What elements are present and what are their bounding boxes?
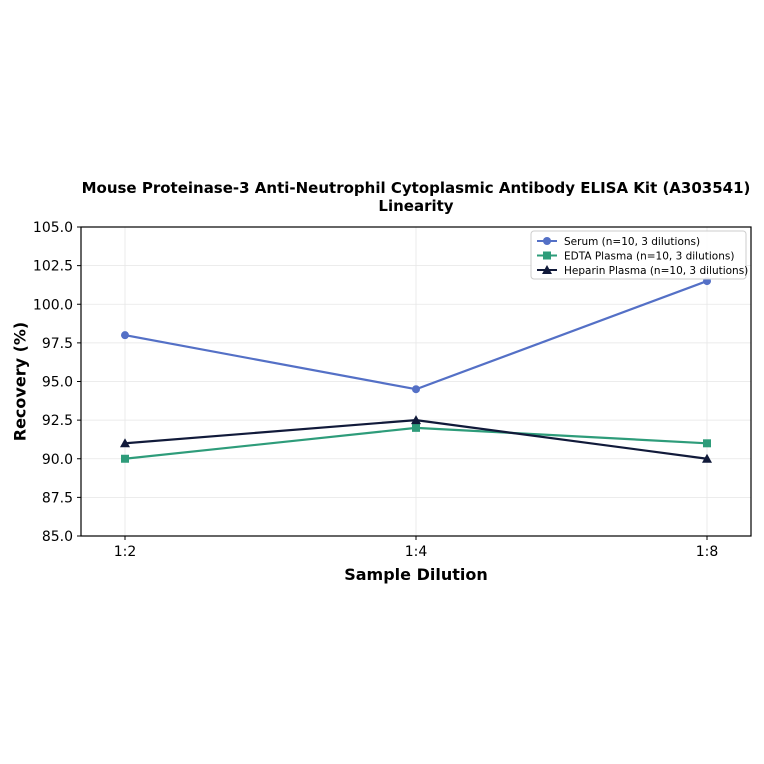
legend-label: EDTA Plasma (n=10, 3 dilutions) [564,251,734,263]
y-axis-ticks: 85.0 87.5 90.0 92.5 95.0 97.5 100.0 102.5 105.0 [33,220,81,545]
y-axis-label: Recovery (%) [11,322,30,441]
x-tick-label: 1:4 [405,544,428,560]
series-2 [120,415,712,463]
x-axis-label: Sample Dilution [344,565,488,584]
y-tick-label: 97.5 [42,336,73,352]
y-tick-label: 95.0 [42,375,73,391]
data-point [412,423,420,432]
x-tick-label: 1:8 [696,544,719,560]
series-layer [120,277,712,463]
y-tick-label: 100.0 [33,297,73,313]
y-tick-label: 102.5 [33,259,73,275]
y-tick-label: 105.0 [33,220,73,236]
series-1 [121,423,711,463]
x-axis-ticks: 1:2 1:4 1:8 [114,536,719,560]
legend-label: Heparin Plasma (n=10, 3 dilutions) [564,265,748,277]
data-point [120,438,130,448]
legend-swatch-marker [543,237,551,245]
data-point [702,453,712,463]
legend-entry-2: Heparin Plasma (n=10, 3 dilutions) [537,265,748,277]
data-point [703,439,711,448]
legend-swatch-marker [543,251,551,260]
data-point [412,385,420,394]
legend-swatch-marker [542,265,552,274]
legend-label: Serum (n=10, 3 dilutions) [564,236,700,248]
data-point [411,415,421,425]
x-tick-label: 1:2 [114,544,137,560]
chart-title-line-2: Linearity [378,197,453,215]
data-point [121,454,129,463]
series-0 [121,277,711,394]
legend-entry-1: EDTA Plasma (n=10, 3 dilutions) [537,251,734,263]
y-tick-label: 90.0 [42,452,73,468]
legend: Serum (n=10, 3 dilutions) EDTA Plasma (n=… [530,230,748,280]
y-tick-label: 92.5 [42,413,73,429]
data-point [121,331,129,340]
legend-box [530,230,747,280]
legend-entry-0: Serum (n=10, 3 dilutions) [537,236,700,248]
y-tick-label: 85.0 [42,529,73,545]
y-tick-label: 87.5 [42,490,73,506]
chart-title-line-1: Mouse Proteinase-3 Anti-Neutrophil Cytop… [82,179,751,197]
